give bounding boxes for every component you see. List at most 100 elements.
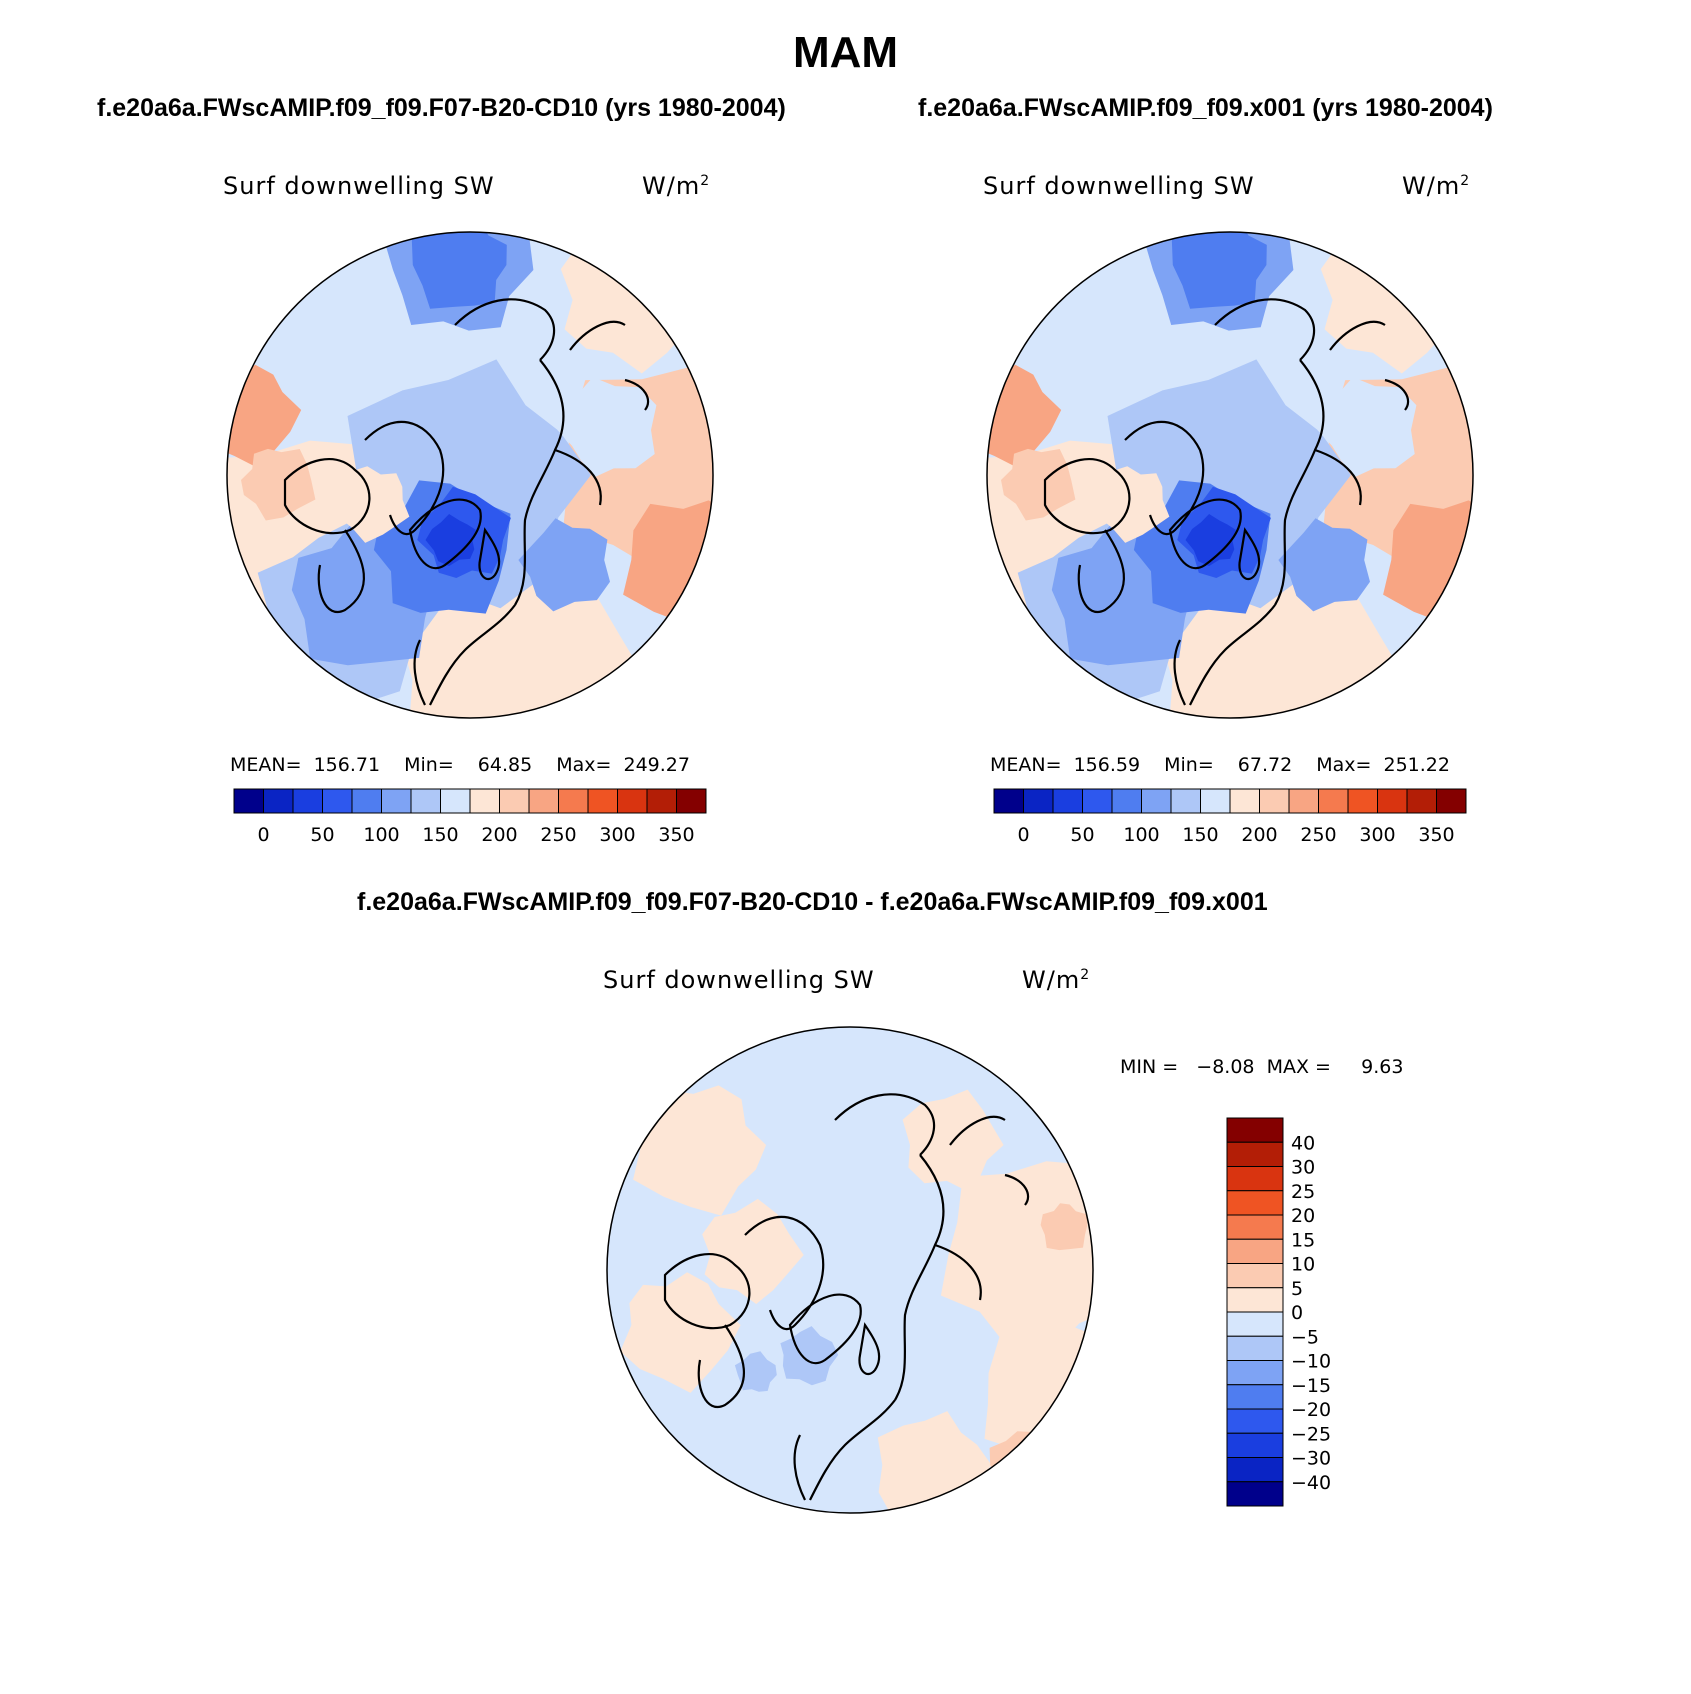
- panel-3-colorbar-tick-label: 15: [1291, 1229, 1315, 1251]
- panel-3-colorbar-tick-label: 40: [1291, 1132, 1315, 1154]
- panel-2-colorbar-cell: [1023, 788, 1054, 814]
- panel-1-colorbar-cell: [617, 788, 648, 814]
- panel-3-colorbar-cell: [1226, 1335, 1284, 1361]
- panel-2-colorbar: 0 50 100 150 200 250 300 350: [993, 788, 1467, 846]
- panel-2-colorbar-cell: [1347, 788, 1378, 814]
- panel-3-contour-region: [734, 1351, 777, 1392]
- panel-1-min-label: Min=: [404, 754, 454, 776]
- panel-1-coastline: [364, 420, 445, 536]
- panel-1-coastline: [413, 639, 426, 706]
- panel-1-colorbar-tick-label: 150: [422, 824, 458, 846]
- panel-1-coastline: [514, 359, 565, 606]
- panel-2-contour-region: [1092, 466, 1170, 543]
- panel-2-title: f.e20a6a.FWscAMIP.f09_f09.x001 (yrs 1980…: [918, 94, 1493, 122]
- panel-3-contour-region: [633, 1085, 767, 1216]
- panel-1-colorbar-tick-label: 50: [310, 824, 334, 846]
- panel-3-colorbar-tick-label: 5: [1291, 1278, 1303, 1300]
- panel-3-colorbar-tick-label: −5: [1291, 1326, 1319, 1348]
- panel-3-colorbar-cell: [1226, 1432, 1284, 1458]
- panel-2-colorbar-cell: [1170, 788, 1201, 814]
- panel-2-mean-value: 156.59: [1073, 754, 1141, 776]
- panel-2-min-label: Min=: [1164, 754, 1214, 776]
- panel-2-contour-region: [1383, 500, 1473, 631]
- panel-2-colorbar-cell: [1229, 788, 1260, 814]
- panel-3-contour-region: [702, 1198, 804, 1304]
- panel-3-colorbar-tick-label: −25: [1291, 1423, 1331, 1445]
- panel-2-colorbar-tick-label: 300: [1359, 824, 1395, 846]
- panel-1-contour-region: [332, 466, 410, 543]
- panel-3-colorbar-tick-label: 0: [1291, 1302, 1303, 1324]
- panel-2-map-border: [986, 231, 1474, 719]
- figure-title: MAM: [792, 28, 899, 77]
- panel-1-contour-region: [623, 500, 713, 631]
- panel-2-contour-region: [1278, 518, 1370, 612]
- panel-1-colorbar-cell: [440, 788, 471, 814]
- panel-2-polar-map: [986, 231, 1474, 719]
- panel-1-contour-region: [241, 448, 316, 521]
- panel-1-colorbar-tick-label: 350: [658, 824, 694, 846]
- panel-2-colorbar-cell: [1082, 788, 1113, 814]
- panel-1-contour-region: [557, 377, 657, 478]
- panel-3-coastline: [934, 1243, 982, 1301]
- panel-3-colorbar-cell: [1226, 1214, 1284, 1240]
- panel-3-colorbar-tick-label: −40: [1291, 1472, 1331, 1494]
- panel-1-coastline: [554, 448, 602, 506]
- panel-1-coastline: [283, 458, 371, 535]
- panel-3-variable-label: Surf downwelling SW: [603, 966, 875, 994]
- panel-2-units-label: W/m2: [1402, 172, 1471, 200]
- panel-1-units-label: W/m2: [642, 172, 711, 200]
- panel-1-contour-region: [278, 304, 378, 408]
- panel-1-max-label: Max=: [556, 754, 612, 776]
- panel-3-colorbar-cell: [1226, 1384, 1284, 1410]
- panel-1-mean-label: MEAN=: [230, 754, 302, 776]
- panel-1-colorbar-tick-label: 200: [481, 824, 517, 846]
- panel-2-coastline: [1043, 458, 1131, 535]
- panel-1-colorbar-cell: [528, 788, 559, 814]
- panel-3-colorbar-tick-label: −10: [1291, 1351, 1331, 1373]
- panel-3-colorbar-tick-label: 25: [1291, 1181, 1315, 1203]
- panel-2-colorbar-cell: [1288, 788, 1319, 814]
- panel-1-colorbar-cell: [469, 788, 500, 814]
- panel-2-colorbar-cell: [1377, 788, 1408, 814]
- panel-2-max-value: 251.22: [1383, 754, 1450, 776]
- panel-3-units-label: W/m2: [1022, 966, 1091, 994]
- panel-2-colorbar-cell: [1111, 788, 1142, 814]
- panel-3-colorbar-cell: [1226, 1408, 1284, 1434]
- panel-3-minmax: MIN = −8.08 MAX = 9.63: [1120, 1056, 1404, 1078]
- panel-2-colorbar-cell: [1052, 788, 1083, 814]
- panel-3-colorbar-tick-label: −15: [1291, 1375, 1331, 1397]
- panel-2-colorbar-cell: [993, 788, 1024, 814]
- panel-2-colorbar-tick-label: 150: [1182, 824, 1218, 846]
- panel-3-colorbar-cell: [1226, 1287, 1284, 1313]
- panel-1-contour-region: [227, 364, 302, 469]
- panel-3-coastline: [894, 1154, 945, 1401]
- panel-3-polar-map: [606, 1026, 1094, 1514]
- panel-3-contour-region: [1040, 1203, 1088, 1251]
- panel-3-coastline: [949, 1115, 1006, 1146]
- panel-2-colorbar-cell: [1141, 788, 1172, 814]
- panel-2-contour-region: [987, 364, 1062, 469]
- panel-1-min-value: 64.85: [477, 754, 533, 776]
- panel-2-colorbar-tick-label: 100: [1123, 824, 1159, 846]
- panel-2-colorbar-cell: [1406, 788, 1437, 814]
- panel-2-contour-region: [1038, 304, 1138, 408]
- panel-3-colorbar-cell: [1226, 1141, 1284, 1167]
- panel-1-polar-map: [226, 231, 714, 719]
- panel-3-coastline: [744, 1215, 825, 1331]
- panel-1-colorbar-cell: [587, 788, 618, 814]
- panel-2-colorbar-cell: [1259, 788, 1290, 814]
- panel-3-colorbar-cell: [1226, 1311, 1284, 1337]
- panel-2-coastline: [1173, 639, 1186, 706]
- panel-2-coastline: [1274, 359, 1325, 606]
- panel-1-colorbar-cell: [646, 788, 677, 814]
- panel-3-colorbar-tick-label: −30: [1291, 1448, 1331, 1470]
- panel-2-colorbar-cell: [1200, 788, 1231, 814]
- panel-3-coastline: [809, 1399, 896, 1501]
- panel-3-colorbar-cell: [1226, 1117, 1284, 1143]
- panel-2-min-value: 67.72: [1237, 754, 1293, 776]
- panel-1-coastline: [569, 320, 626, 351]
- panel-1-colorbar-cell: [558, 788, 589, 814]
- panel-1-contour-region: [425, 514, 476, 567]
- panel-2-colorbar-tick-label: 250: [1300, 824, 1336, 846]
